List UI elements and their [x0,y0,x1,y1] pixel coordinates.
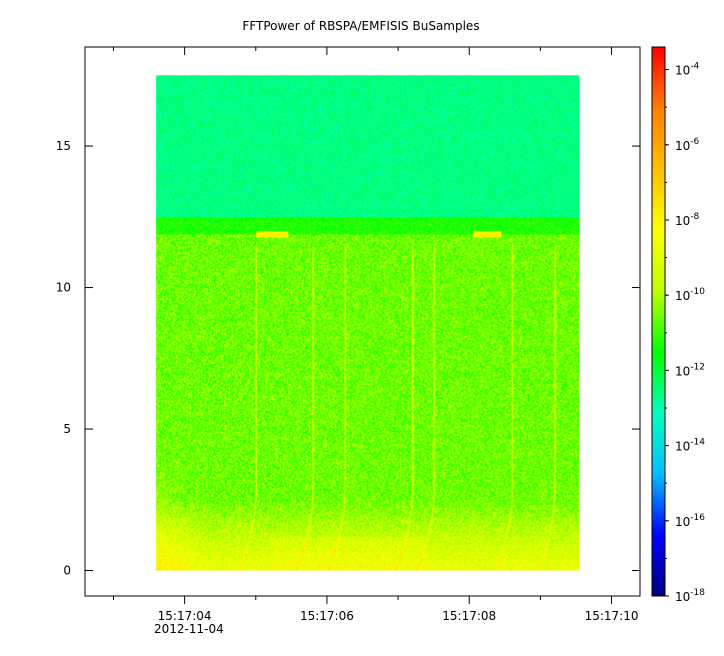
colorbar-tick-label-7: 10-18 [675,588,705,604]
x-tick-label-3: 15:17:10 [585,609,639,623]
spectrogram-image [156,75,580,571]
y-tick-label-3: 15 [56,139,71,153]
x-tick-label-0: 15:17:04 [158,609,212,623]
colorbar: 10-4 10-6 10-8 10-10 10-12 10-14 10-16 10-18 [651,46,705,604]
x-tick-label-2: 15:17:08 [442,609,496,623]
colorbar-gradient [651,46,666,597]
colorbar-tick-label-4: 10-12 [675,362,705,378]
colorbar-tick-label-0: 10-4 [675,62,700,78]
colorbar-ticks: 10-4 10-6 10-8 10-10 10-12 10-14 10-16 10-18 [665,62,705,604]
y-tick-label-1: 5 [63,422,71,436]
colorbar-tick-label-5: 10-14 [675,438,705,454]
colorbar-tick-label-6: 10-16 [675,513,705,529]
colorbar-tick-label-1: 10-6 [675,137,700,153]
y-tick-label-2: 10 [56,281,71,295]
x-axis-date-label: 2012-11-04 [154,622,224,636]
x-tick-label-1: 15:17:06 [300,609,354,623]
colorbar-tick-label-2: 10-8 [675,212,700,228]
y-tick-label-0: 0 [63,564,71,578]
chart-title: FFTPower of RBSPA/EMFISIS BuSamples [242,19,479,33]
y-axis-ticks: 0 5 10 15 [56,139,640,578]
x-axis-ticks: 15:17:04 15:17:06 15:17:08 15:17:10 [112,47,639,623]
colorbar-tick-label-3: 10-10 [675,287,705,303]
